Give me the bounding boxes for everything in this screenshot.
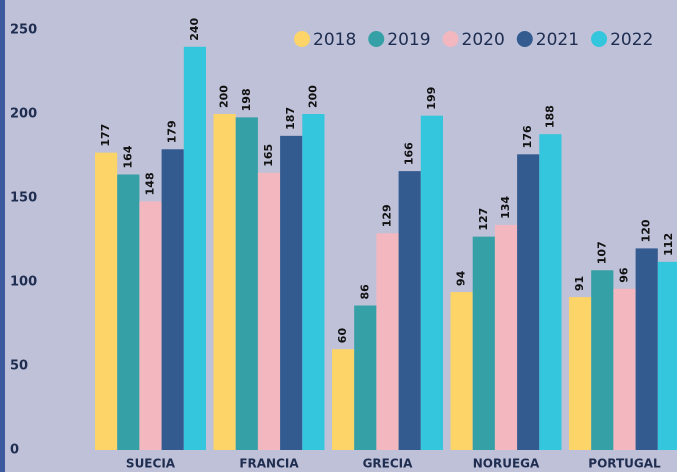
bar [450,292,473,450]
value-label: 165 [262,144,275,167]
value-label: 134 [499,196,512,219]
bar [569,297,592,450]
bar [280,135,303,450]
y-tick-label: 50 [10,359,28,374]
bar [332,349,355,450]
value-label: 187 [284,107,297,130]
value-label: 120 [640,219,653,242]
x-tick-label: FRANCIA [239,457,299,471]
value-label: 198 [240,88,253,111]
value-label: 176 [521,125,534,148]
value-label: 188 [543,105,556,128]
legend-label: 2021 [536,30,579,50]
x-tick-label: GRECIA [363,457,414,471]
legend-marker [368,31,385,47]
value-label: 200 [218,85,231,108]
bar [235,117,258,451]
bar [591,270,614,450]
value-label: 60 [336,328,349,344]
value-label: 112 [662,233,675,256]
bar [117,174,140,451]
value-label: 164 [121,145,134,168]
value-label: 166 [403,142,416,165]
x-tick-label: SUECIA [126,457,176,471]
value-label: 179 [166,120,179,143]
bar [494,224,518,450]
bar [472,236,495,450]
legend-label: 2022 [610,30,653,50]
bar [420,115,443,451]
y-tick-label: 200 [10,107,37,122]
bar [213,114,236,450]
bar [257,172,281,451]
bar [183,46,206,451]
bar [517,154,540,450]
value-label: 177 [99,124,112,147]
y-tick-label: 100 [10,275,37,290]
value-label: 86 [358,284,371,300]
bar [161,149,184,450]
legend-label: 2019 [387,30,430,50]
legend-marker [442,31,459,47]
value-label: 107 [595,241,608,264]
bar [354,305,377,450]
value-label: 94 [455,270,468,286]
side-strip [0,0,5,472]
x-tick-label: NORUEGA [473,457,540,471]
bar [398,171,421,450]
legend-label: 2020 [462,30,505,50]
value-label: 200 [306,85,319,108]
legend-marker [294,31,310,47]
legend-label: 2018 [313,30,356,50]
bar [376,233,399,450]
value-label: 129 [381,204,394,227]
value-label: 148 [144,172,157,195]
x-tick-label: PORTUGAL [588,457,661,471]
value-label: 96 [618,267,631,283]
value-label: 91 [573,276,586,291]
y-tick-label: 150 [10,191,37,206]
value-label: 127 [477,208,490,231]
y-tick-label: 0 [10,443,19,458]
bar [95,152,118,450]
y-tick-label: 250 [10,23,37,38]
legend-marker [591,31,608,47]
bar [657,261,677,450]
value-label: 240 [188,17,201,40]
bar [139,201,162,450]
bar [635,248,658,450]
bar [539,134,562,450]
bar [302,114,325,450]
value-label: 199 [425,87,438,110]
bar [613,288,636,450]
legend-marker [516,31,533,47]
